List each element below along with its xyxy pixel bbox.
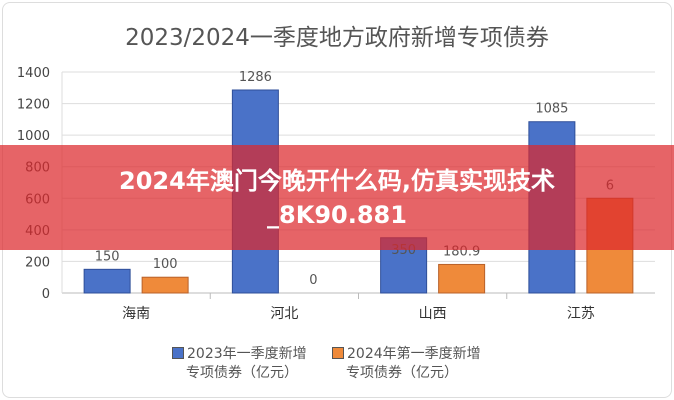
legend-label: 2024年第一季度新增 (347, 346, 481, 362)
bar-2024 (438, 263, 486, 294)
bar-2024 (141, 276, 189, 294)
y-tick-label: 1200 (17, 98, 50, 113)
data-label: 150 (95, 249, 120, 264)
x-tick-label: 河北 (270, 306, 298, 322)
y-tick-label: 0 (42, 287, 50, 302)
y-tick-label: 1400 (17, 66, 50, 81)
legend-swatch (332, 347, 344, 359)
legend-label: 专项债券（亿元） (186, 365, 298, 381)
legend-label: 2023年一季度新增 (187, 346, 307, 362)
x-tick-label: 海南 (122, 306, 150, 322)
bar-2023 (83, 268, 131, 294)
data-label: 1085 (535, 102, 568, 117)
data-label: 100 (153, 257, 178, 272)
legend-swatch (172, 347, 184, 359)
y-tick-label: 1000 (17, 129, 50, 144)
x-tick-label: 山西 (419, 306, 447, 322)
overlay-banner: 2024年澳门今晚开什么码,仿真实现技术_8K90.881 (0, 145, 674, 250)
legend-item-2023: 2023年一季度新增 专项债券（亿元） (172, 345, 307, 383)
y-tick-label: 200 (25, 255, 50, 270)
x-tick-label: 江苏 (567, 306, 595, 322)
legend-label: 专项债券（亿元） (346, 365, 458, 381)
data-label: 1286 (239, 70, 272, 85)
data-label: 0 (309, 273, 317, 288)
legend-item-2024: 2024年第一季度新增 专项债券（亿元） (332, 345, 481, 383)
banner-text: 2024年澳门今晚开什么码,仿真实现技术_8K90.881 (119, 166, 555, 229)
chart-title: 2023/2024一季度地方政府新增专项债券 (125, 25, 549, 51)
